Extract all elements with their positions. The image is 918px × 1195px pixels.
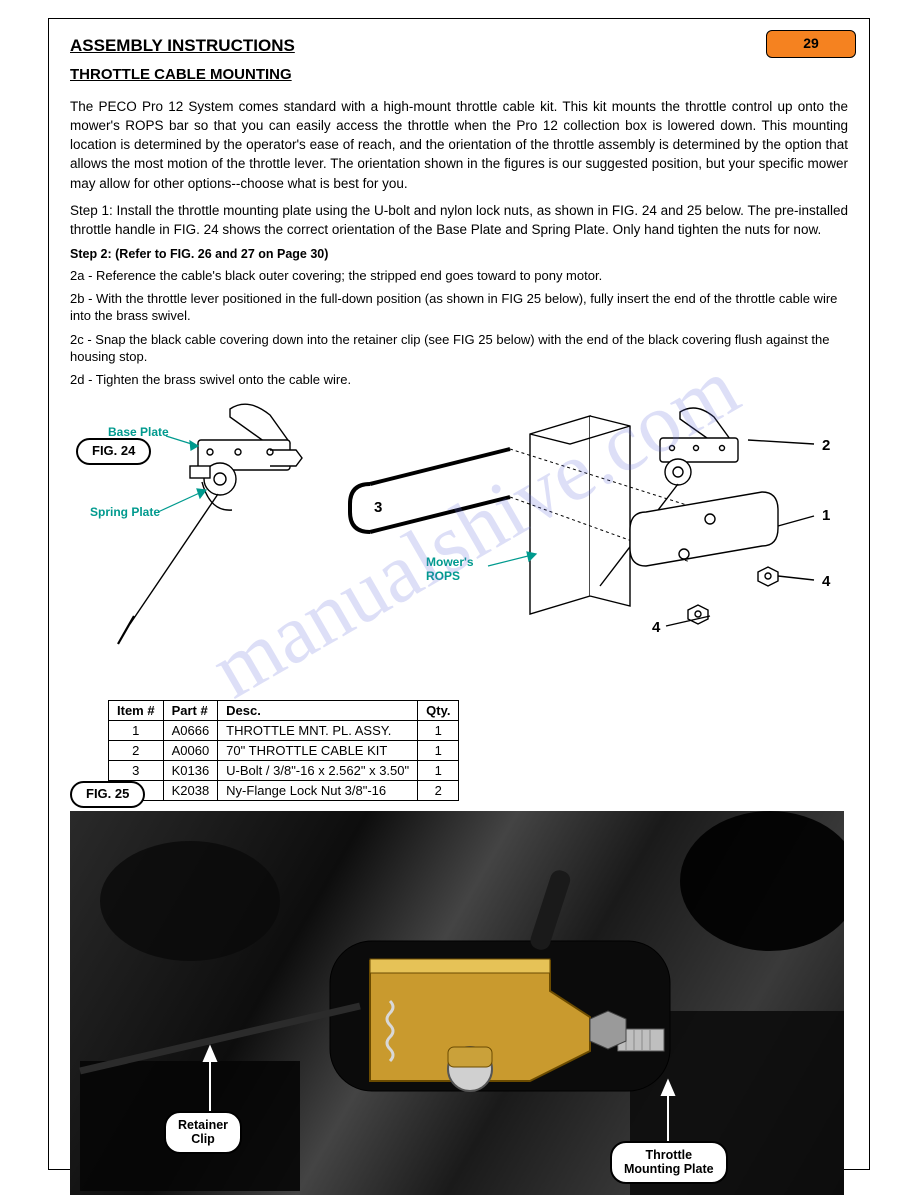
svg-text:1: 1 (822, 507, 830, 524)
intro-paragraph: The PECO Pro 12 System comes standard wi… (70, 97, 848, 193)
svg-text:Spring Plate: Spring Plate (90, 505, 160, 519)
col-item: Item # (109, 701, 164, 721)
col-part: Part # (163, 701, 218, 721)
step2a: 2a - Reference the cable's black outer c… (70, 267, 848, 284)
svg-text:ROPS: ROPS (426, 569, 460, 583)
section-title: ASSEMBLY INSTRUCTIONS (70, 36, 848, 56)
col-qty: Qty. (418, 701, 459, 721)
parts-table: Item # Part # Desc. Qty. 1 A0666 THROTTL… (108, 700, 459, 801)
fig24-label: FIG. 24 (76, 438, 151, 465)
step2d: 2d - Tighten the brass swivel onto the c… (70, 371, 848, 388)
step1-text: Step 1: Install the throttle mounting pl… (70, 201, 848, 239)
step2-header: Step 2: (Refer to FIG. 26 and 27 on Page… (70, 247, 848, 261)
table-header-row: Item # Part # Desc. Qty. (109, 701, 459, 721)
table-row: 3 K0136 U-Bolt / 3/8"-16 x 2.562" x 3.50… (109, 761, 459, 781)
svg-text:Mower's: Mower's (426, 555, 474, 569)
table-row: 2 A0060 70" THROTTLE CABLE KIT 1 (109, 741, 459, 761)
fig25-label: FIG. 25 (70, 781, 145, 808)
svg-text:2: 2 (822, 437, 830, 454)
svg-text:3: 3 (374, 499, 382, 516)
figure-25-photo: FIG. 25 Retainer Clip Throttle Mounting … (70, 811, 844, 1195)
svg-text:4: 4 (822, 573, 831, 590)
step2c: 2c - Snap the black cable covering down … (70, 331, 848, 365)
svg-text:Base Plate: Base Plate (108, 425, 169, 439)
page-number-badge: 29 (766, 30, 856, 58)
subsection-title: THROTTLE CABLE MOUNTING (70, 66, 848, 83)
mounting-plate-callout: Throttle Mounting Plate (610, 1141, 728, 1184)
table-row: 4 K2038 Ny-Flange Lock Nut 3/8"-16 2 (109, 781, 459, 801)
figure-24-diagram: 3 1 2 4 4 Base Plate Spring Plate Mower'… (70, 394, 850, 694)
table-row: 1 A0666 THROTTLE MNT. PL. ASSY. 1 (109, 721, 459, 741)
step2b: 2b - With the throttle lever positioned … (70, 290, 848, 324)
svg-text:4: 4 (652, 619, 661, 636)
retainer-clip-callout: Retainer Clip (164, 1111, 242, 1154)
col-desc: Desc. (218, 701, 418, 721)
